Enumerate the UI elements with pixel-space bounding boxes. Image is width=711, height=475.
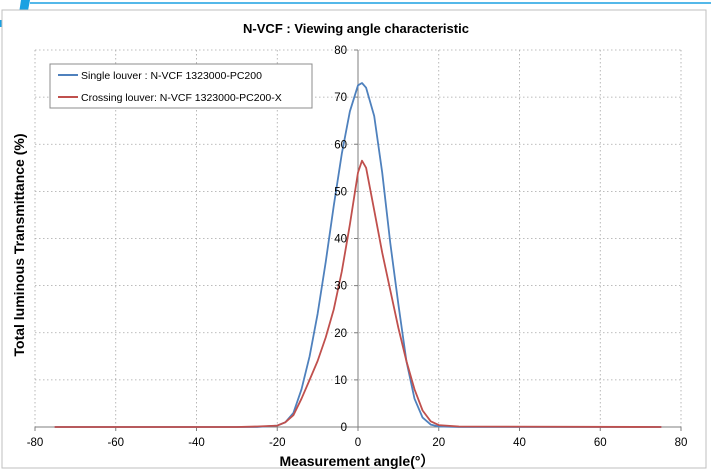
- legend-label-crossing: Crossing louver: N-VCF 1323000-PC200-X: [81, 92, 282, 104]
- x-tick-label: 80: [675, 437, 688, 449]
- tick-labels: -80 -60 -40 -20 0 20 40 60 80 0 10 20 30 40 50 60 70 80: [27, 45, 688, 449]
- x-tick-label: -60: [107, 437, 124, 449]
- legend-label-single: Single louver : N-VCF 1323000-PC200: [81, 70, 262, 82]
- y-tick-label: 40: [334, 234, 347, 246]
- x-tick-label: 60: [594, 437, 607, 449]
- x-tick-label: 40: [513, 437, 526, 449]
- x-tick-label: -40: [188, 437, 205, 449]
- x-tick-label: -20: [269, 437, 286, 449]
- x-tick-label: -80: [27, 437, 44, 449]
- y-tick-label: 80: [334, 45, 347, 57]
- legend: Single louver : N-VCF 1323000-PC200 Cros…: [49, 63, 313, 109]
- series-group: [54, 82, 662, 428]
- y-tick-label: 10: [334, 375, 347, 387]
- y-tick-label: 70: [334, 92, 347, 104]
- y-tick-label: 30: [334, 281, 347, 293]
- x-tick-label: 20: [432, 437, 445, 449]
- series-line-crossing-louver: [54, 159, 662, 428]
- y-tick-label: 0: [341, 422, 347, 434]
- chart-title: N-VCF : Viewing angle characteristic: [243, 21, 469, 36]
- y-tick-label: 60: [334, 139, 347, 151]
- legend-box: [49, 63, 313, 109]
- x-axis-label: Measurement angle(°）: [280, 453, 435, 469]
- x-tick-label: 0: [355, 437, 361, 449]
- y-tick-label: 20: [334, 328, 347, 340]
- y-axis-label: Total luminous Transmittance (%): [11, 134, 27, 357]
- y-tick-label: 50: [334, 186, 347, 198]
